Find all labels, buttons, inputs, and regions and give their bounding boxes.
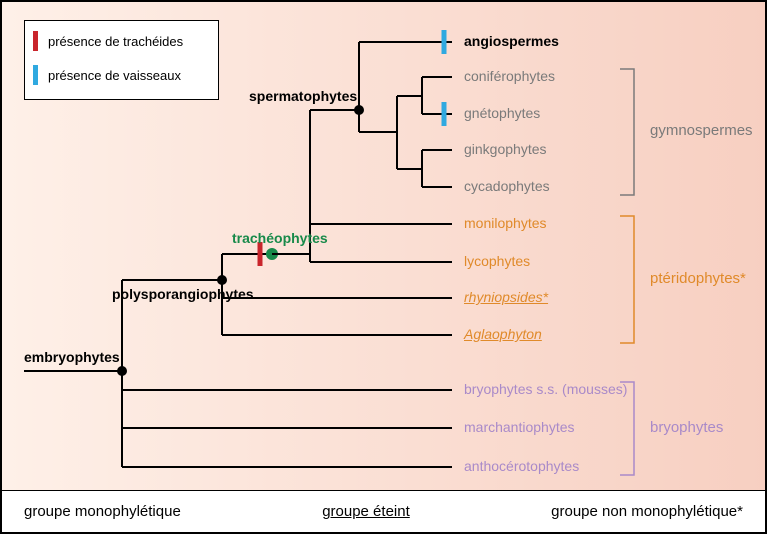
footer-nonmono: groupe non monophylétique* [551,503,743,520]
figure-frame: présence de trachéides présence de vaiss… [0,0,767,534]
tip-ginkgo: ginkgophytes [464,141,547,157]
clade-spermatophytes: spermatophytes [249,88,357,104]
tip-monilo: monilophytes [464,215,547,231]
tip-rhynio: rhyniopsides* [464,289,548,305]
group-pteridophytes: ptéridophytes* [650,270,746,287]
tip-lyco: lycophytes [464,253,530,269]
tip-marchant: marchantiophytes [464,419,575,435]
footer-extinct: groupe éteint [322,503,410,520]
tip-gneto: gnétophytes [464,105,540,121]
group-bryophytes: bryophytes [650,419,723,436]
tip-conif: coniférophytes [464,68,555,84]
group-gymnospermes: gymnospermes [650,122,753,139]
clade-tracheophytes: trachéophytes [232,230,328,246]
footer-legend: groupe monophylétique groupe éteint grou… [2,490,765,532]
tip-anthocero: anthocérotophytes [464,458,579,474]
tip-cycad: cycadophytes [464,178,550,194]
clade-embryophytes: embryophytes [24,349,120,365]
clade-polysporangiophytes: polysporangiophytes [112,286,254,302]
cladogram-panel: présence de trachéides présence de vaiss… [2,2,765,492]
tip-mousses: bryophytes s.s. (mousses) [464,381,627,397]
tip-angio: angiospermes [464,33,559,49]
footer-mono: groupe monophylétique [24,503,181,520]
tip-aglao: Aglaophyton [464,326,542,342]
